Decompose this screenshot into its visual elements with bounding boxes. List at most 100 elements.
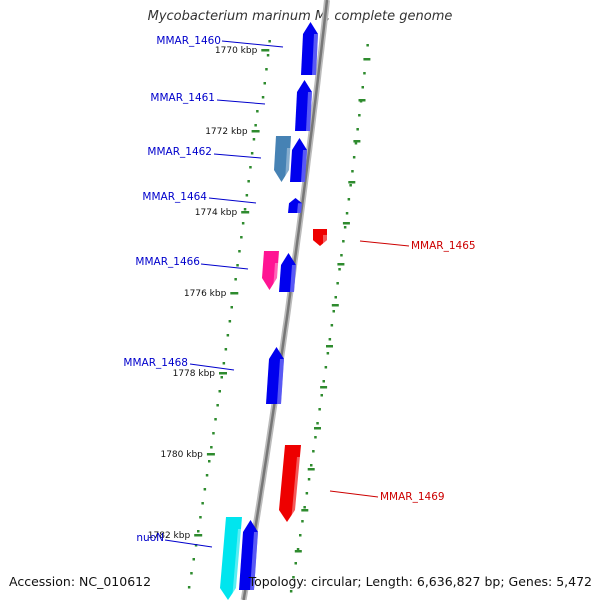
gene-arrow-shine — [291, 457, 301, 522]
ring-dot-outer — [334, 296, 337, 299]
kbp-label: 1780 kbp — [160, 450, 203, 460]
gene-arrow-shine — [285, 148, 291, 182]
ring-dot-inner — [263, 82, 266, 85]
gene-label: MMAR_1465 — [411, 240, 476, 252]
ring-tick-outer — [353, 140, 361, 143]
ring-dot-inner — [252, 138, 256, 141]
ring-dot-inner — [199, 516, 202, 519]
gene-arrow — [301, 22, 318, 75]
ring-dot-inner — [222, 362, 226, 365]
gene-label: MMAR_1464 — [142, 191, 207, 203]
gene-arrow — [313, 229, 327, 246]
gene-arrow — [290, 138, 307, 182]
ring-tick-outer — [348, 181, 356, 184]
kbp-label: 1782 kbp — [148, 531, 191, 541]
ring-dot-outer — [299, 534, 302, 537]
gene-arrow-shine — [232, 529, 242, 600]
ring-tick-outer — [320, 386, 328, 389]
ring-dot-inner — [187, 586, 191, 589]
ring-dot-outer — [351, 170, 354, 173]
ring-tick-outer — [314, 427, 321, 430]
ring-dot-inner — [203, 488, 207, 491]
gene-label: MMAR_1462 — [147, 146, 212, 158]
ring-dot-outer — [322, 380, 325, 383]
gene-arrow-shine — [250, 532, 258, 590]
kbp-tick — [261, 49, 270, 52]
ring-dot-outer — [318, 408, 321, 411]
ring-dot-outer — [310, 464, 313, 467]
ring-dot-outer — [342, 240, 345, 243]
ring-dot-outer — [301, 520, 304, 523]
ring-dot-outer — [361, 86, 364, 89]
kbp-tick — [230, 292, 239, 295]
gene-label-connector — [213, 153, 262, 159]
ring-dot-inner — [247, 180, 250, 183]
ring-dot-outer — [356, 128, 359, 131]
ring-dot-inner — [254, 124, 257, 127]
ring-dot-outer — [326, 352, 330, 355]
ring-tick-outer — [342, 222, 350, 225]
ring-dot-outer — [336, 282, 339, 285]
ring-dot-inner — [236, 264, 239, 267]
ring-dot-outer — [332, 310, 335, 313]
ring-dot-outer — [328, 338, 332, 341]
ring-dot-outer — [312, 450, 315, 453]
ring-dot-inner — [256, 110, 259, 113]
gene-arrow-shine — [323, 234, 327, 246]
gene-label-connector — [329, 490, 379, 498]
gene-label: MMAR_1461 — [150, 92, 215, 104]
ring-dot-outer — [352, 156, 356, 159]
gene-arrow — [239, 520, 258, 590]
kbp-label: 1770 kbp — [215, 46, 258, 56]
kbp-tick — [219, 372, 227, 375]
ring-dot-inner — [218, 390, 221, 393]
gene-arrow-shine — [297, 203, 302, 213]
ring-tick-outer — [307, 468, 315, 471]
gene-label-connector — [200, 263, 249, 270]
ring-dot-inner — [192, 558, 195, 561]
ring-dot-inner — [226, 334, 230, 337]
ring-dot-outer — [314, 436, 317, 439]
ring-dot-outer — [320, 394, 323, 397]
gene-arrow-shine — [277, 359, 284, 404]
gene-label: nuoN — [136, 532, 164, 544]
ring-dot-inner — [201, 502, 204, 505]
gene-arrow — [220, 517, 242, 600]
gene-label-connector — [189, 363, 235, 371]
ring-tick-outer — [331, 304, 339, 307]
gene-label: MMAR_1468 — [123, 357, 188, 369]
ring-dot-outer — [349, 184, 352, 187]
ring-dot-outer — [316, 422, 319, 425]
gene-arrow-shine — [301, 150, 307, 182]
ring-dot-outer — [294, 562, 297, 565]
ring-dot-outer — [354, 142, 358, 145]
ring-dot-outer — [296, 548, 300, 551]
gene-arrow-shine — [306, 92, 312, 131]
ring-dot-inner — [250, 152, 254, 155]
kbp-tick — [206, 453, 215, 456]
ring-tick-outer — [301, 509, 309, 512]
ring-dot-inner — [241, 222, 245, 225]
ring-dot-inner — [268, 40, 271, 43]
ring-dot-outer — [366, 44, 369, 47]
ring-dot-inner — [240, 236, 243, 239]
gene-label: MMAR_1466 — [135, 256, 200, 268]
ring-dot-inner — [197, 530, 200, 533]
ring-tick-outer — [358, 99, 366, 102]
gene-arrow — [279, 445, 301, 522]
ring-dot-outer — [303, 506, 306, 509]
ring-dot-outer — [340, 254, 343, 257]
gene-arrow-shine — [273, 263, 279, 290]
ring-dot-outer — [307, 478, 311, 481]
kbp-tick — [194, 534, 203, 537]
ring-dot-outer — [292, 576, 295, 579]
gene-label-connector — [164, 539, 213, 548]
ring-dot-outer — [345, 212, 349, 215]
ring-dot-inner — [194, 544, 198, 547]
ring-dot-inner — [208, 460, 211, 463]
kbp-tick — [251, 130, 260, 133]
gene-arrow — [274, 136, 291, 182]
ring-dot-inner — [216, 404, 219, 407]
gene-arrow-shine — [312, 34, 318, 75]
ring-dot-outer — [343, 226, 347, 229]
